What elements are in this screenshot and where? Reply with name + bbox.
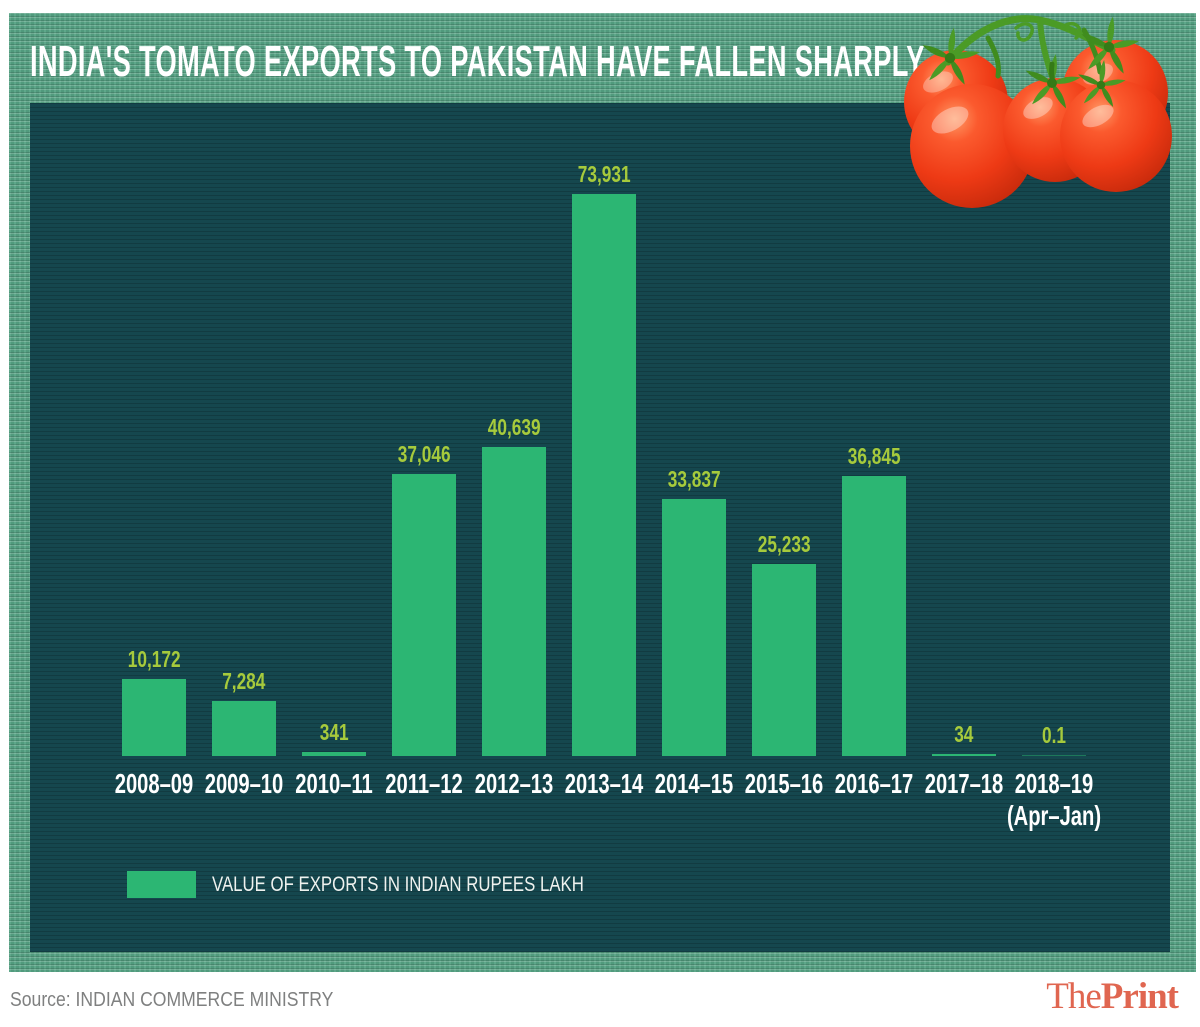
source-text: Source: INDIAN COMMERCE MINISTRY [10, 988, 334, 1011]
tomatoes-illustration [904, 15, 1172, 208]
bar-column: 25,233 2015–16 [739, 103, 829, 798]
bar [932, 754, 996, 756]
bar [392, 474, 456, 756]
bar-column: 33,837 2014–15 [649, 103, 739, 797]
bar-value-label: 37,046 [397, 441, 451, 468]
category-label: 2015–16 [744, 768, 824, 799]
bar [752, 564, 816, 756]
legend-label: VALUE OF EXPORTS IN INDIAN RUPEES LAKH [212, 873, 584, 896]
bar-column: 36,845 2016–17 [829, 103, 919, 797]
bar-column: 73,931 2013–14 [559, 103, 649, 798]
chart-panel: 10,172 2008–09 7,284 2009–10 341 2010–11… [30, 103, 1170, 952]
bar-value-label: 341 [319, 718, 349, 745]
category-label: 2010–11 [295, 768, 373, 799]
bar-column: 0.1 2018–19 (Apr–Jan) [1007, 103, 1101, 830]
bar-value-label: 36,845 [847, 442, 901, 469]
bar-value-label: 25,233 [757, 531, 811, 558]
category-label: 2017–18 [924, 768, 1004, 799]
category-label: 2018–19 [1014, 768, 1094, 799]
bar [662, 498, 726, 756]
bar [212, 700, 276, 756]
bar-value-label: 10,172 [127, 645, 181, 672]
bar [482, 447, 546, 756]
bar [1022, 754, 1086, 756]
category-label: 2011–12 [385, 768, 463, 799]
bar-value-label: 34 [954, 721, 974, 747]
bar-column: 7,284 2009–10 [199, 103, 289, 797]
bar-column: 34 2017–18 [919, 103, 1009, 798]
bar [122, 678, 186, 756]
page-title: INDIA'S TOMATO EXPORTS TO PAKISTAN HAVE … [30, 37, 925, 86]
category-label: 2016–17 [834, 768, 914, 799]
bar [572, 194, 636, 756]
bar-column: 37,046 2011–12 [379, 103, 469, 798]
category-label: 2008–09 [114, 768, 194, 799]
footer: Source: INDIAN COMMERCE MINISTRY ThePrin… [0, 973, 1200, 1027]
bar-value-label: 0.1 [1041, 721, 1066, 748]
bar-value-label: 40,639 [487, 414, 541, 441]
category-sublabel: (Apr–Jan) [1006, 800, 1102, 831]
category-label: 2012–13 [474, 768, 554, 799]
category-label: 2014–15 [654, 768, 734, 799]
legend: VALUE OF EXPORTS IN INDIAN RUPEES LAKH [127, 871, 677, 898]
bar [302, 751, 366, 756]
bar-chart: 10,172 2008–09 7,284 2009–10 341 2010–11… [109, 103, 1101, 830]
brand-the: The [1046, 975, 1102, 1017]
bar-column: 40,639 2012–13 [469, 103, 559, 798]
bar-value-label: 7,284 [222, 667, 266, 694]
category-label: 2009–10 [204, 768, 284, 799]
bar-column: 10,172 2008–09 [109, 103, 199, 797]
legend-swatch [127, 871, 196, 898]
theprint-logo: ThePrint [1046, 975, 1179, 1017]
bar-value-label: 33,837 [667, 465, 721, 492]
bar-column: 341 2010–11 [289, 103, 379, 798]
brand-print: Print [1100, 975, 1179, 1017]
bar [842, 475, 906, 756]
category-label: 2013–14 [564, 768, 644, 799]
bar-value-label: 73,931 [577, 161, 631, 187]
